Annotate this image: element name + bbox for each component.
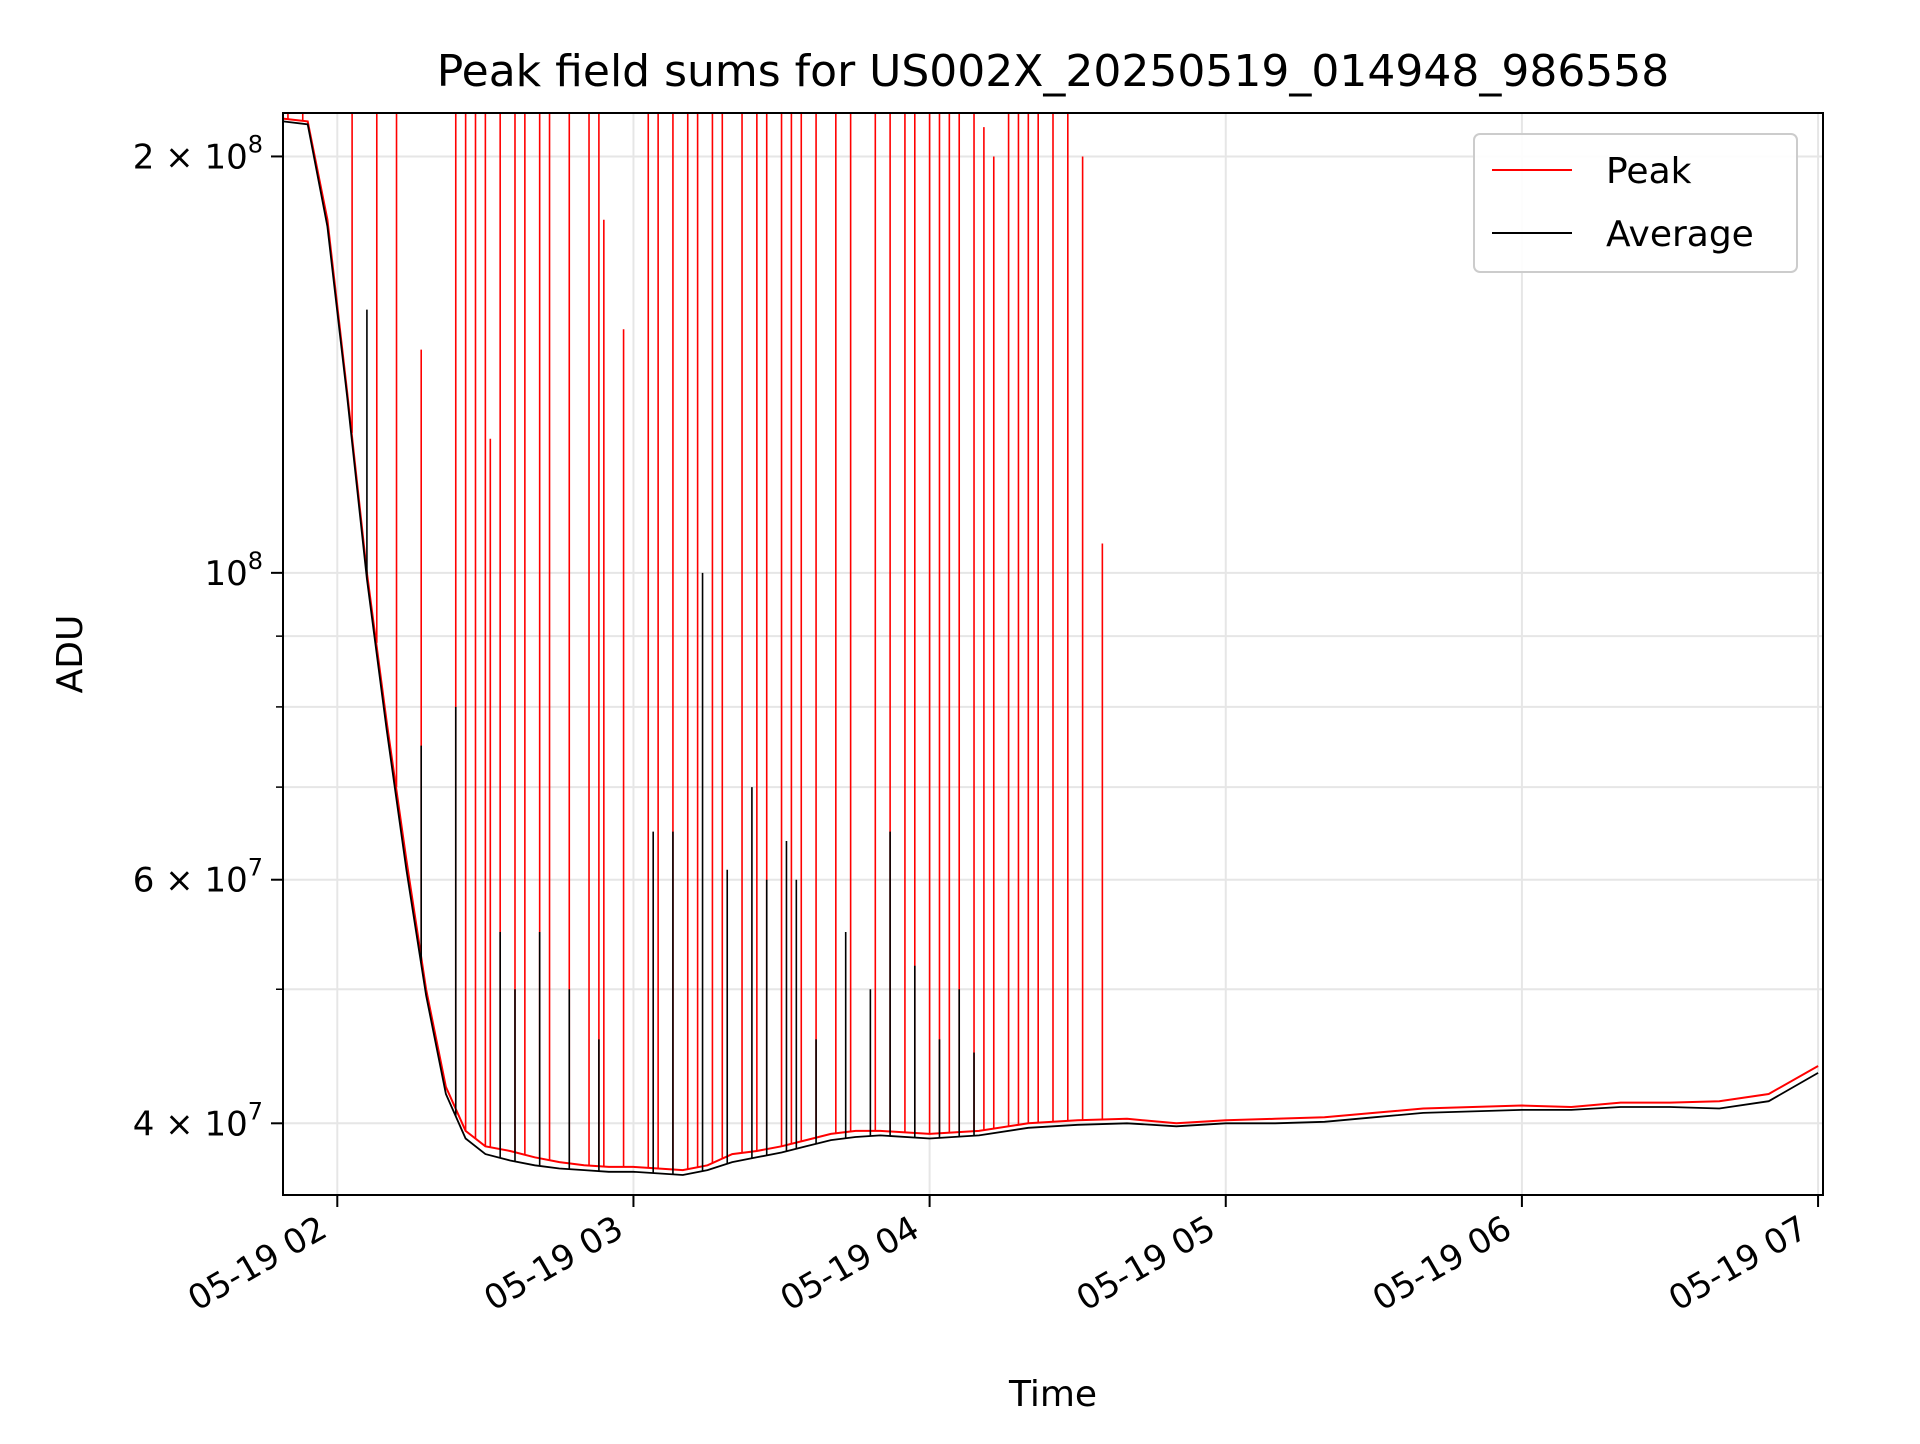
legend-box — [1473, 133, 1798, 273]
y-tick-label: 4 × 107 — [133, 1097, 263, 1144]
y-tick-label-base: 10 — [204, 554, 247, 594]
y-tick-label-exponent: 8 — [248, 547, 263, 575]
chart-title: Peak field sums for US002X_20250519_0149… — [437, 46, 1670, 97]
series-peak — [282, 113, 1819, 1172]
x-axis-label: Time — [1008, 1374, 1097, 1415]
series-line-peak — [282, 117, 1819, 1172]
legend: Peak Average — [1473, 133, 1798, 273]
y-axis-label: ADU — [50, 615, 91, 694]
y-tick-label-exponent: 8 — [248, 130, 263, 158]
y-tick-label: 6 × 107 — [133, 854, 263, 901]
series-average — [282, 120, 1819, 1176]
y-tick-label: 108 — [204, 547, 263, 594]
plot-frame — [282, 112, 1824, 1196]
legend-label-average: Average — [1606, 214, 1754, 255]
legend-label-peak: Peak — [1606, 151, 1692, 192]
y-tick-label-base: 6 × 10 — [133, 861, 248, 901]
y-tick-label-base: 4 × 10 — [133, 1104, 248, 1144]
series-layer — [282, 113, 1819, 1176]
y-tick-label-exponent: 7 — [248, 1097, 263, 1125]
y-tick-label: 2 × 108 — [133, 130, 263, 177]
series-line-average — [282, 120, 1819, 1176]
y-tick-label-base: 2 × 10 — [133, 137, 248, 177]
y-tick-label-exponent: 7 — [248, 854, 263, 882]
